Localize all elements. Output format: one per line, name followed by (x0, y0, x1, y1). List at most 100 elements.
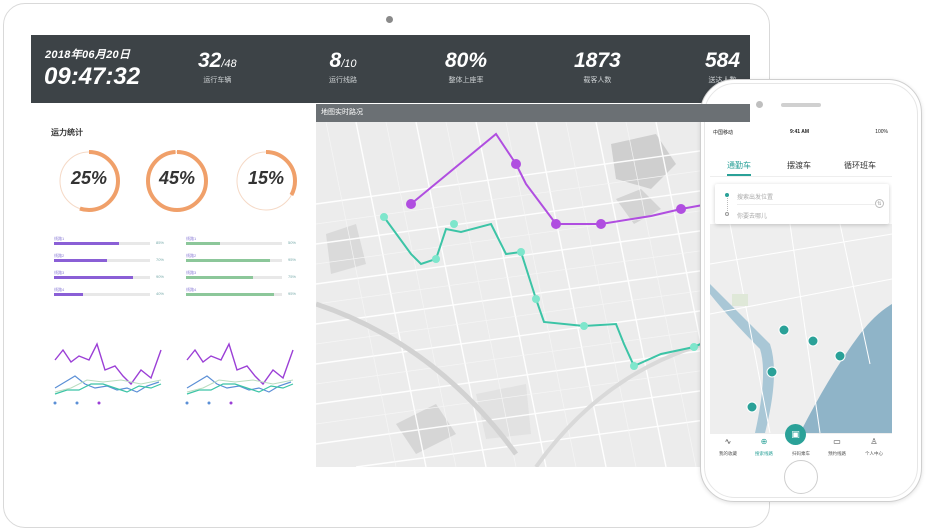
route-bars-left: 线路1 85% 线路2 70% 线路3 90% 线路4 40% (54, 236, 164, 304)
stop-purple (596, 219, 606, 229)
route-bar-row: 线路1 85% (54, 236, 164, 253)
route-bar-fill (186, 276, 254, 279)
phone-map-canvas (710, 223, 892, 434)
stat-label: 载客人数 (583, 77, 612, 84)
dashboard-screen: 2018年06月20日 09:47:32 32/48 运行车辆 8/10 运行线… (31, 35, 750, 467)
route-bar-track (186, 242, 282, 245)
route-bar-label: 线路2 (186, 253, 197, 258)
tab-ferry[interactable]: 摆渡车 (787, 161, 811, 170)
calendar-icon: ▭ (833, 437, 841, 446)
stop-teal (690, 343, 698, 351)
active-tab-indicator (727, 174, 751, 176)
phone-map[interactable] (710, 223, 892, 434)
capacity-ring-3: 15% (234, 149, 298, 213)
front-camera-icon (756, 101, 763, 108)
route-bar-row: 线路2 95% (186, 253, 296, 270)
trend-line-blue (186, 375, 292, 393)
origin-input[interactable]: 搜索出发位置 (737, 195, 774, 201)
stop-teal (630, 362, 638, 370)
route-bar-value: 95% (287, 257, 296, 262)
pulse-icon: ∿ (724, 437, 732, 446)
route-bar-label: 线路3 (54, 270, 65, 275)
route-bar-value: 70% (155, 257, 164, 262)
route-bar-row: 线路3 75% (186, 270, 296, 287)
phone-screen: 中国移动 9:41 AM 100% 通勤车 摆渡车 循环班车 搜索出发位置 你要… (710, 125, 892, 458)
stop-teal (450, 220, 458, 228)
trend-line-teal (54, 383, 162, 395)
route-bar-label: 线路1 (54, 236, 65, 241)
stat-label: 运行车辆 (203, 77, 232, 84)
stats-header: 2018年06月20日 09:47:32 32/48 运行车辆 8/10 运行线… (31, 35, 750, 103)
stat-label: 运行线路 (329, 77, 357, 84)
capacity-ring-1: 25% (57, 149, 121, 213)
route-bar-row: 线路4 95% (186, 287, 296, 304)
route-bar-value: 50% (287, 240, 296, 245)
live-traffic-map[interactable]: 地图实时路况 (316, 104, 750, 467)
phone-frame: 中国移动 9:41 AM 100% 通勤车 摆渡车 循环班车 搜索出发位置 你要… (700, 79, 922, 502)
stat-running-vehicles: 32/48 运行车辆 (198, 49, 237, 85)
route-bar-fill (54, 293, 83, 296)
speaker-grille (781, 103, 821, 107)
route-bar-fill (186, 293, 275, 296)
route-bar-track (186, 276, 282, 279)
swap-icon[interactable]: ⇅ (875, 199, 884, 208)
route-bars-right: 线路1 50% 线路2 95% 线路3 75% 线路4 95% (186, 236, 296, 304)
panel-title: 运力统计 (51, 128, 83, 137)
tablet-frame: 2018年06月20日 09:47:32 32/48 运行车辆 8/10 运行线… (3, 3, 770, 528)
map-canvas (316, 104, 750, 467)
nav-scan-ride[interactable]: 扫码乘车 (792, 451, 810, 456)
route-bar-track (54, 276, 150, 279)
ring-percent: 15% (247, 168, 285, 188)
route-bar-label: 线路3 (186, 270, 197, 275)
legend-dot-purple (229, 401, 233, 405)
route-bar-row: 线路1 50% (186, 236, 296, 253)
stop-teal (380, 213, 388, 221)
route-bar-value: 95% (287, 291, 296, 296)
stop-teal (517, 248, 525, 256)
map-bus-stop-icon (807, 335, 819, 347)
tab-loop-bus[interactable]: 循环班车 (844, 161, 876, 170)
home-button[interactable] (784, 460, 818, 494)
status-clock: 9:41 AM (790, 129, 809, 135)
carrier-label: 中国移动 (713, 130, 734, 136)
current-time: 09:47:32 (44, 63, 141, 90)
trend-line-teal (186, 383, 294, 395)
route-bar-fill (186, 259, 271, 262)
route-bar-fill (54, 242, 120, 245)
stat-value: 80% (445, 49, 488, 72)
route-bar-label: 线路4 (54, 287, 65, 292)
tab-commute[interactable]: 通勤车 (727, 161, 751, 170)
route-bar-row: 线路4 40% (54, 287, 164, 304)
stat-passengers: 1873 载客人数 (574, 49, 621, 85)
stop-purple (676, 204, 686, 214)
route-bar-row: 线路3 90% (54, 270, 164, 287)
trend-line-purple (186, 342, 294, 386)
route-bar-label: 线路1 (186, 236, 197, 241)
legend-dot-blue-2 (75, 401, 79, 405)
stat-value: 584 (705, 49, 741, 72)
nav-favorites[interactable]: ∿ 我的收藏 (710, 437, 746, 457)
route-bar-row: 线路2 70% (54, 253, 164, 270)
nav-book-route[interactable]: ▭ 预约线路 (819, 437, 855, 457)
nav-search-routes[interactable]: ⊕ 搜索线路 (746, 437, 782, 457)
trend-chart-left (53, 342, 162, 405)
trend-line-green (54, 379, 162, 393)
scan-icon[interactable]: ▣ (785, 424, 806, 445)
map-bus-stop-icon (778, 324, 790, 336)
ring-percent: 25% (70, 168, 108, 188)
route-bar-fill (54, 259, 107, 262)
nav-profile[interactable]: ♙ 个人中心 (856, 437, 892, 457)
stat-label: 整体上座率 (448, 77, 484, 84)
person-icon: ♙ (870, 437, 878, 446)
route-bar-fill (54, 276, 133, 279)
origin-dot-icon (725, 193, 729, 197)
route-bar-label: 线路4 (186, 287, 197, 292)
camera-icon (386, 16, 393, 23)
route-bar-track (54, 293, 150, 296)
stat-value: 1873 (574, 49, 621, 72)
map-bus-stop-icon (766, 366, 778, 378)
destination-input[interactable]: 你要去哪儿 (737, 214, 768, 220)
stat-suffix: /48 (221, 58, 237, 70)
stop-purple (406, 199, 416, 209)
